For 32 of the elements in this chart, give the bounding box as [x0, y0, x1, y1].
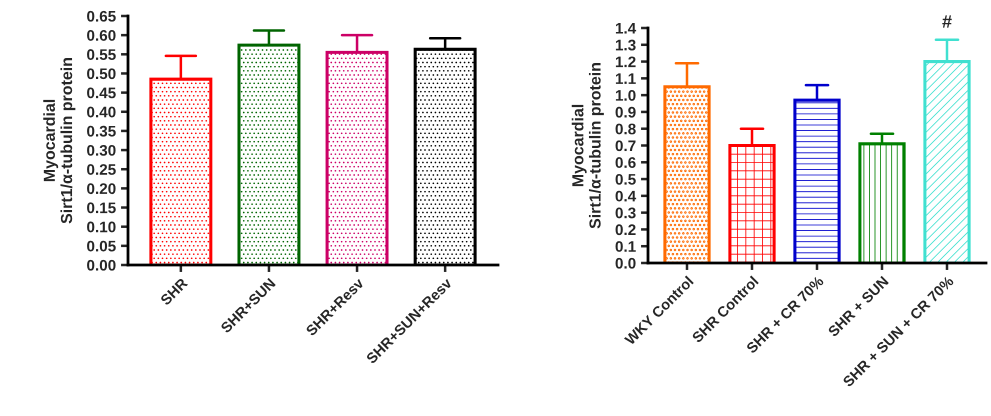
y-axis-title: Myocardial Sirt1/α-tubulin protein [572, 63, 604, 228]
y-tick-label: 1.0 [616, 90, 636, 101]
y-tick-label: 0.20 [87, 183, 116, 194]
y-tick-label: 0.10 [87, 222, 116, 232]
y-tick-label: 1.3 [616, 40, 636, 50]
y-tick-label: 0.05 [87, 240, 116, 252]
y-tick-label: 1.1 [616, 73, 636, 84]
y-tick-label: 0.1 [616, 241, 636, 252]
y-tick-label: 1.4 [616, 23, 636, 34]
y-tick-label: 0.5 [616, 174, 636, 185]
y-tick-label: 0.25 [87, 164, 116, 175]
y-tick-label: 0.2 [616, 224, 636, 236]
annotation: # [942, 15, 952, 28]
y-tick-label: 1.2 [616, 56, 636, 68]
y-tick-label: 0.8 [616, 124, 636, 134]
y-tick-label: 0.6 [616, 157, 636, 168]
y-tick-label: 0.0 [616, 258, 636, 269]
y-tick-label: 0.35 [87, 126, 116, 137]
y-tick-label: 0.15 [87, 202, 116, 214]
y-tick-label: 0.4 [616, 190, 636, 202]
y-tick-label: 0.50 [87, 68, 116, 80]
y-tick-label: 0.60 [87, 30, 116, 41]
y-tick-label: 0.3 [616, 208, 636, 218]
y-tick-label: 0.45 [87, 87, 116, 98]
y-tick-label: 0.40 [87, 106, 116, 118]
y-tick-label: 0.9 [616, 106, 636, 118]
y-tick-label: 0.00 [87, 260, 116, 271]
y-tick-label: 0.7 [616, 140, 636, 152]
y-tick-label: 0.65 [87, 10, 116, 22]
y-tick-label: 0.30 [87, 144, 116, 156]
y-axis-title: Myocardial Sirt1/α-tubulin protein [43, 58, 76, 224]
y-tick-label: 0.55 [87, 49, 116, 60]
